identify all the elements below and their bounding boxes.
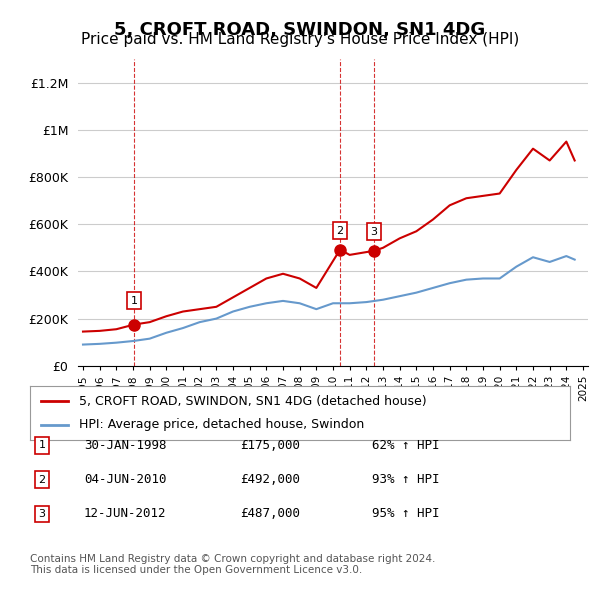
Text: 30-JAN-1998: 30-JAN-1998 xyxy=(84,439,167,452)
Text: 5, CROFT ROAD, SWINDON, SN1 4DG: 5, CROFT ROAD, SWINDON, SN1 4DG xyxy=(115,21,485,39)
Text: 3: 3 xyxy=(38,509,46,519)
Text: HPI: Average price, detached house, Swindon: HPI: Average price, detached house, Swin… xyxy=(79,418,364,431)
Text: 93% ↑ HPI: 93% ↑ HPI xyxy=(372,473,439,486)
Text: £175,000: £175,000 xyxy=(240,439,300,452)
Text: 1: 1 xyxy=(38,441,46,450)
Text: 2: 2 xyxy=(337,225,344,235)
Text: 95% ↑ HPI: 95% ↑ HPI xyxy=(372,507,439,520)
Text: 1: 1 xyxy=(131,296,138,306)
Text: £487,000: £487,000 xyxy=(240,507,300,520)
Text: £492,000: £492,000 xyxy=(240,473,300,486)
Text: Price paid vs. HM Land Registry's House Price Index (HPI): Price paid vs. HM Land Registry's House … xyxy=(81,32,519,47)
Text: 04-JUN-2010: 04-JUN-2010 xyxy=(84,473,167,486)
Text: 3: 3 xyxy=(370,227,377,237)
Text: 2: 2 xyxy=(38,475,46,484)
Text: 12-JUN-2012: 12-JUN-2012 xyxy=(84,507,167,520)
Text: Contains HM Land Registry data © Crown copyright and database right 2024.
This d: Contains HM Land Registry data © Crown c… xyxy=(30,553,436,575)
Text: 5, CROFT ROAD, SWINDON, SN1 4DG (detached house): 5, CROFT ROAD, SWINDON, SN1 4DG (detache… xyxy=(79,395,426,408)
Text: 62% ↑ HPI: 62% ↑ HPI xyxy=(372,439,439,452)
